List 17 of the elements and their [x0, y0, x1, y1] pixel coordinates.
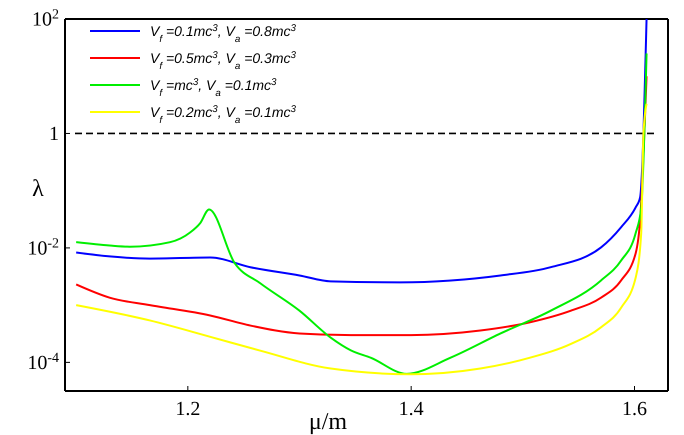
y-tick-label: 10$^{-4}$	[27, 350, 59, 374]
line-series	[75, 18, 648, 284]
y-tick-label: 10$^{-2}$	[27, 236, 59, 260]
y-tick-label: 1	[49, 122, 59, 145]
x-axis-title: μ/m	[308, 409, 348, 435]
line-series	[75, 52, 648, 375]
x-tick-label: 1.4	[398, 398, 424, 420]
y-axis-title: λ	[32, 176, 44, 202]
line-series	[75, 75, 648, 336]
y-tick-label: 10$^{2}$	[32, 6, 59, 30]
legend-label: V$_{f}$ =0.1mc$^{3}$, V$_{a}$ =0.8mc$^{3}$	[150, 22, 297, 44]
legend-label: V$_{f}$ =0.5mc$^{3}$, V$_{a}$ =0.3mc$^{3}$	[150, 50, 297, 72]
x-tick-label: 1.6	[622, 398, 647, 420]
x-tick-label: 1.2	[175, 398, 200, 420]
legend-label: V$_{f}$ =mc$^{3}$, V$_{a}$ =0.1mc$^{3}$	[150, 76, 278, 98]
legend-label: V$_{f}$ =0.2mc$^{3}$, V$_{a}$ =0.1mc$^{3}$	[150, 104, 297, 126]
line-series	[75, 102, 648, 376]
